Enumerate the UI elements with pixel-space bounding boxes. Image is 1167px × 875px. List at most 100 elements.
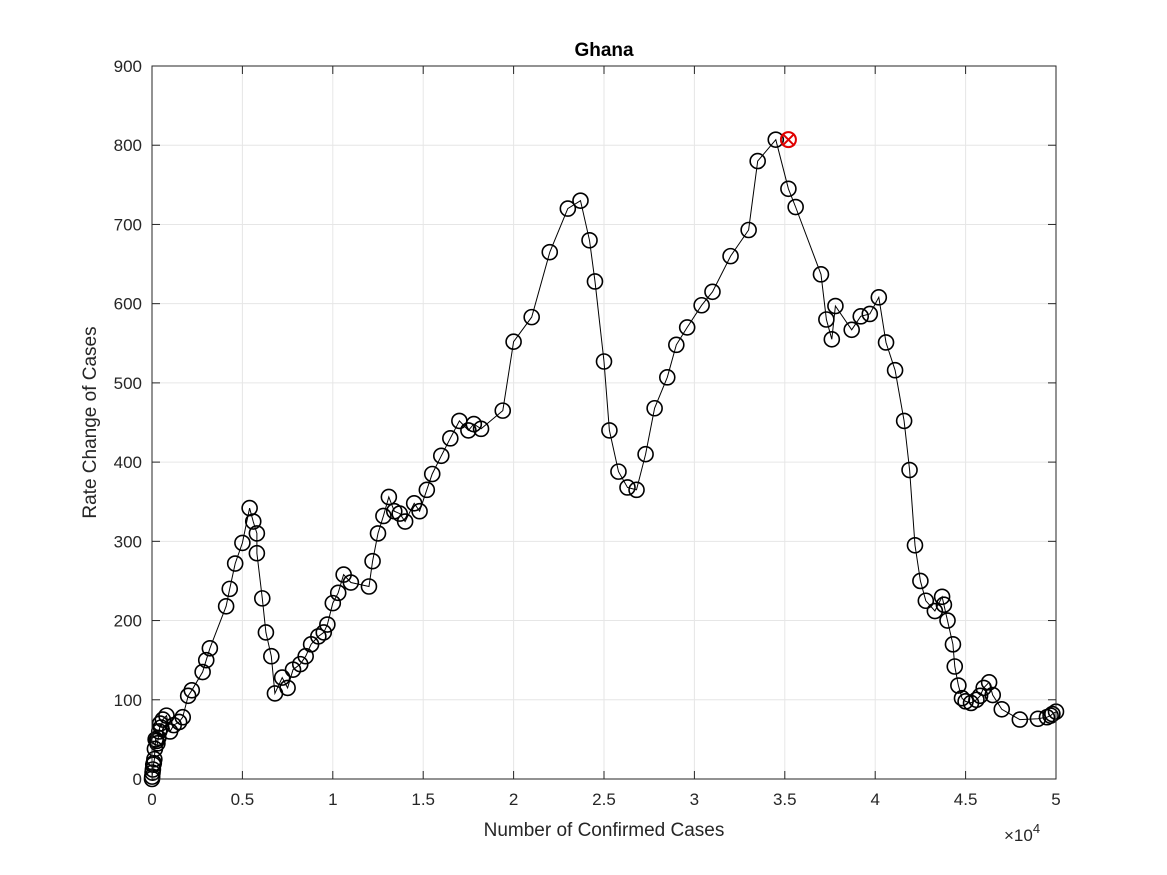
- data-point: [460, 422, 477, 439]
- data-point: [658, 369, 676, 386]
- data-point: [722, 247, 739, 265]
- data-point: [505, 333, 522, 350]
- data-point: [906, 536, 924, 554]
- data-point: [818, 311, 835, 328]
- data-point: [767, 131, 785, 148]
- data-point: [494, 402, 512, 419]
- data-point: [423, 465, 441, 483]
- data-point: [950, 677, 967, 694]
- x-axis-exponent-power: 4: [1033, 821, 1040, 836]
- data-point: [1011, 711, 1029, 728]
- axis-ticks: 0 0.5 1 1.5 2 2.5 3 3.5 4 4.5 5 0 100 200 300 400 500 600…: [114, 57, 1061, 809]
- x-tick-label: 4: [870, 790, 879, 809]
- data-point: [886, 361, 904, 379]
- data-point: [541, 243, 559, 261]
- chart-title: Ghana: [574, 40, 634, 61]
- data-point: [678, 319, 696, 336]
- data-point: [1029, 710, 1047, 728]
- x-tick-label: 0: [147, 790, 156, 809]
- x-tick-label: 2: [509, 790, 518, 809]
- y-tick-label: 700: [114, 215, 142, 234]
- data-point: [319, 616, 336, 633]
- data-point: [586, 273, 604, 290]
- data-point: [396, 513, 414, 530]
- data-point: [870, 289, 888, 306]
- data-point: [693, 296, 710, 314]
- x-axis-exponent: ×104: [1004, 821, 1040, 845]
- x-tick-label: 2.5: [592, 790, 616, 809]
- data-point: [248, 525, 266, 542]
- data-point: [968, 691, 985, 709]
- y-tick-label: 500: [114, 374, 142, 393]
- y-axis-label: Rate Change of Cases: [80, 326, 101, 518]
- data-point: [971, 687, 989, 705]
- y-tick-label: 300: [114, 532, 142, 551]
- data-point: [812, 266, 830, 283]
- data-point: [980, 674, 998, 691]
- data-point: [740, 221, 757, 239]
- data-point: [668, 336, 685, 354]
- data-point: [174, 708, 192, 726]
- data-point: [787, 198, 804, 216]
- data-point: [360, 578, 378, 595]
- data-point: [411, 502, 428, 520]
- data-point: [926, 602, 944, 620]
- x-tick-label: 5: [1051, 790, 1060, 809]
- x-tick-label: 3.5: [773, 790, 797, 809]
- data-point: [935, 596, 953, 614]
- data-point: [646, 399, 663, 417]
- data-point: [595, 353, 613, 370]
- data-point: [154, 711, 172, 728]
- data-point: [234, 534, 251, 552]
- data-point: [572, 192, 589, 209]
- data-point: [780, 180, 797, 198]
- x-axis-exponent-base: ×10: [1004, 826, 1033, 845]
- x-tick-label: 1.5: [411, 790, 435, 809]
- data-point: [852, 308, 870, 325]
- data-point: [861, 305, 879, 323]
- peak-marker-cross: [781, 132, 796, 147]
- data-point: [273, 669, 291, 686]
- data-point: [637, 445, 654, 463]
- x-tick-label: 1: [328, 790, 337, 809]
- y-tick-label: 800: [114, 136, 142, 155]
- data-point: [221, 580, 239, 598]
- data-point: [310, 628, 327, 645]
- data-point: [823, 331, 841, 348]
- data-point: [628, 481, 645, 499]
- data-point: [144, 761, 162, 778]
- y-tick-label: 600: [114, 295, 142, 314]
- data-point: [257, 624, 275, 641]
- data-point: [610, 463, 627, 480]
- data-point: [146, 750, 163, 768]
- data-point: [581, 231, 598, 249]
- data-point: [329, 584, 347, 602]
- y-tick-label: 100: [114, 691, 142, 710]
- data-point: [827, 297, 844, 315]
- data-point: [201, 639, 219, 657]
- data-point: [364, 552, 381, 570]
- data-point: [984, 686, 1002, 704]
- data-point: [939, 612, 956, 629]
- data-point: [442, 430, 459, 447]
- data-point: [279, 679, 296, 697]
- data-point: [248, 544, 266, 562]
- data-point: [315, 624, 333, 641]
- x-tick-label: 0.5: [231, 790, 255, 809]
- data-point: [917, 592, 935, 610]
- data-point: [375, 507, 392, 525]
- data-point: [877, 334, 895, 351]
- data-point: [369, 525, 387, 542]
- data-point: [432, 447, 450, 465]
- data-point: [946, 658, 964, 675]
- data-point: [912, 572, 929, 590]
- data-point: [418, 481, 436, 499]
- data-point: [149, 735, 166, 752]
- data-point: [226, 555, 244, 572]
- data-point: [197, 651, 215, 669]
- data-point: [324, 594, 342, 612]
- data-point: [244, 513, 262, 530]
- data-point: [342, 574, 360, 591]
- data-point: [895, 412, 913, 430]
